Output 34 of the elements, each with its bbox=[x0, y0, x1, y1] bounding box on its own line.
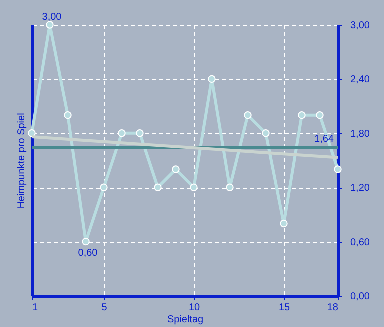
y-tick-label: 1,20 bbox=[350, 183, 370, 194]
y-tick-label: 2,40 bbox=[350, 74, 370, 86]
point bbox=[136, 130, 144, 138]
x-tick-label: 18 bbox=[327, 302, 339, 314]
point bbox=[28, 130, 36, 138]
x-tick-label: 5 bbox=[102, 302, 108, 314]
annotation: 3,00 bbox=[42, 12, 62, 23]
point bbox=[172, 166, 180, 174]
x-tick-label: 15 bbox=[278, 302, 290, 314]
point bbox=[316, 111, 324, 120]
point bbox=[226, 184, 234, 192]
point bbox=[100, 184, 108, 192]
point bbox=[190, 184, 198, 192]
point bbox=[46, 21, 54, 29]
point bbox=[208, 75, 216, 84]
point bbox=[280, 220, 288, 228]
point bbox=[82, 238, 90, 246]
point bbox=[64, 111, 72, 120]
point bbox=[298, 111, 306, 120]
y-tick-label: 0,00 bbox=[350, 292, 370, 302]
x-axis-title: Spieltag bbox=[167, 314, 204, 326]
y-tick-label: 1,80 bbox=[350, 128, 370, 140]
point bbox=[118, 130, 126, 138]
point bbox=[154, 184, 162, 192]
y-axis-title: Heimpunkte pro Spiel bbox=[16, 113, 28, 209]
y-tick-label: 0,60 bbox=[350, 237, 370, 248]
point bbox=[334, 166, 342, 174]
point bbox=[244, 111, 252, 120]
x-tick-label: 10 bbox=[188, 302, 200, 314]
y-tick-label: 3,00 bbox=[350, 20, 370, 32]
ref-line-label: 1,64 bbox=[314, 134, 334, 145]
x-tick-label: 1 bbox=[32, 302, 38, 314]
annotation: 0,60 bbox=[78, 248, 98, 259]
point bbox=[262, 130, 270, 138]
